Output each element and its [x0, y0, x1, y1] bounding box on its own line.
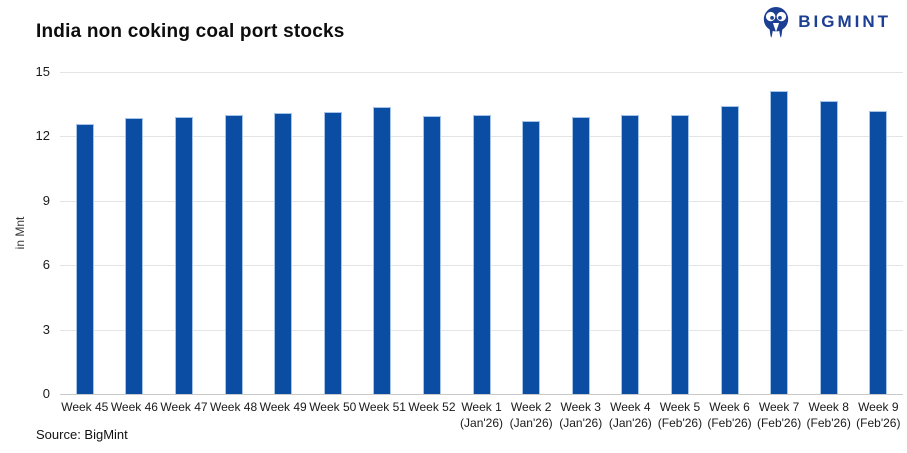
- x-tick-line: Week 9: [858, 400, 899, 414]
- x-tick-label: Week 4 (Jan'26): [606, 399, 656, 431]
- bar-week-9-feb-26-: [869, 110, 888, 394]
- gridline: [60, 394, 903, 395]
- plot-area: [60, 72, 903, 395]
- y-tick-label: 0: [42, 386, 50, 401]
- bar-week-6-feb-26-: [720, 106, 739, 394]
- bar-week-49: [274, 112, 293, 394]
- x-tick-line: Week 4: [610, 400, 651, 414]
- bar-week-3-jan-26-: [571, 117, 590, 394]
- y-tick-label: 6: [42, 257, 50, 273]
- bar-slot: [606, 72, 656, 394]
- x-tick-line: Week 2: [510, 400, 552, 414]
- gridline: [60, 72, 903, 73]
- bar-slot: [258, 72, 308, 394]
- bar-week-47: [174, 117, 193, 394]
- x-tick-label: Week 48: [209, 399, 259, 431]
- bar-slot: [804, 72, 854, 394]
- x-tick-line: Week 48: [210, 400, 258, 414]
- bar-slot: [159, 72, 209, 394]
- x-tick-line: (Feb'26): [657, 416, 703, 430]
- x-tick-line: (Feb'26): [856, 416, 901, 430]
- bar-slot: [110, 72, 160, 394]
- x-tick-label: Week 52: [407, 399, 457, 431]
- x-tick-label: Week 7 (Feb'26): [754, 399, 804, 431]
- y-axis-title: in Mnt: [13, 216, 27, 250]
- x-axis-labels: Week 45 Week 46 Week 47 Week 48 Week 49 Week …: [60, 399, 903, 431]
- x-tick-line: (Feb'26): [756, 416, 802, 430]
- bar-slot: [854, 72, 904, 394]
- bar-week-48: [224, 114, 243, 394]
- x-tick-line: (Jan'26): [608, 416, 652, 430]
- bars-container: [60, 72, 903, 394]
- x-tick-line: Week 5: [659, 400, 701, 414]
- x-tick-line: Week 52: [408, 400, 456, 414]
- x-tick-line: Week 49: [259, 400, 307, 414]
- bar-week-52: [422, 116, 441, 394]
- x-tick-line: Week 51: [358, 400, 406, 414]
- x-tick-label: Week 50: [308, 399, 358, 431]
- bar-week-8-feb-26-: [819, 100, 838, 394]
- bar-slot: [209, 72, 259, 394]
- bar-week-2-jan-26-: [522, 121, 541, 394]
- x-tick-line: (Feb'26): [806, 416, 851, 430]
- y-tick-label: 3: [42, 321, 50, 337]
- x-tick-label: Week 3 (Jan'26): [556, 399, 606, 431]
- x-tick-label: Week 45: [60, 399, 110, 431]
- x-tick-label: Week 1 (Jan'26): [457, 399, 507, 431]
- bar-slot: [60, 72, 110, 394]
- bar-week-51: [373, 107, 392, 394]
- x-tick-label: Week 9 (Feb'26): [854, 399, 904, 431]
- x-tick-label: Week 6 (Feb'26): [705, 399, 755, 431]
- x-tick-line: (Feb'26): [707, 416, 752, 430]
- bar-slot: [655, 72, 705, 394]
- y-tick-label: 15: [35, 64, 50, 79]
- x-tick-line: Week 7: [758, 400, 800, 414]
- bar-week-4-jan-26-: [621, 114, 640, 394]
- bar-slot: [308, 72, 358, 394]
- x-tick-line: Week 50: [309, 400, 357, 414]
- bar-week-45: [75, 123, 94, 394]
- y-tick-label: 12: [35, 128, 50, 144]
- x-tick-label: Week 5 (Feb'26): [655, 399, 705, 431]
- x-tick-line: Week 6: [709, 400, 750, 414]
- x-tick-line: Week 45: [61, 400, 109, 414]
- bar-slot: [457, 72, 507, 394]
- source-note: Source: BigMint: [36, 427, 128, 442]
- x-tick-label: Week 46: [110, 399, 160, 431]
- bar-slot: [407, 72, 457, 394]
- chart-title: India non coking coal port stocks: [36, 21, 345, 42]
- x-tick-line: Week 1: [461, 400, 502, 414]
- x-tick-line: (Jan'26): [559, 416, 603, 430]
- bar-week-5-feb-26-: [670, 114, 689, 394]
- bar-week-50: [323, 111, 342, 394]
- x-tick-label: Week 49: [258, 399, 308, 431]
- bar-slot: [705, 72, 755, 394]
- x-tick-line: Week 46: [110, 400, 158, 414]
- y-axis-labels: 0 3 6 9 12 15: [0, 64, 50, 401]
- bar-week-1-jan-26-: [472, 114, 491, 394]
- y-tick-label: 9: [42, 192, 50, 208]
- x-tick-label: Week 47: [159, 399, 209, 431]
- bigmint-logo-icon: [761, 6, 791, 38]
- x-tick-line: (Jan'26): [460, 416, 504, 430]
- bar-slot: [358, 72, 408, 394]
- x-tick-line: Week 8: [808, 400, 849, 414]
- bar-week-46: [125, 118, 144, 394]
- bar-slot: [754, 72, 804, 394]
- x-tick-label: Week 2 (Jan'26): [506, 399, 556, 431]
- x-tick-label: Week 8 (Feb'26): [804, 399, 854, 431]
- x-tick-line: Week 3: [560, 400, 601, 414]
- bar-slot: [556, 72, 606, 394]
- brand-name: BIGMINT: [798, 12, 891, 31]
- bar-week-7-feb-26-: [770, 91, 789, 394]
- x-tick-label: Week 51: [358, 399, 408, 431]
- bar-slot: [506, 72, 556, 394]
- x-tick-line: Week 47: [160, 400, 208, 414]
- brand-logo: BIGMINT: [761, 6, 891, 38]
- x-tick-line: (Jan'26): [509, 416, 553, 430]
